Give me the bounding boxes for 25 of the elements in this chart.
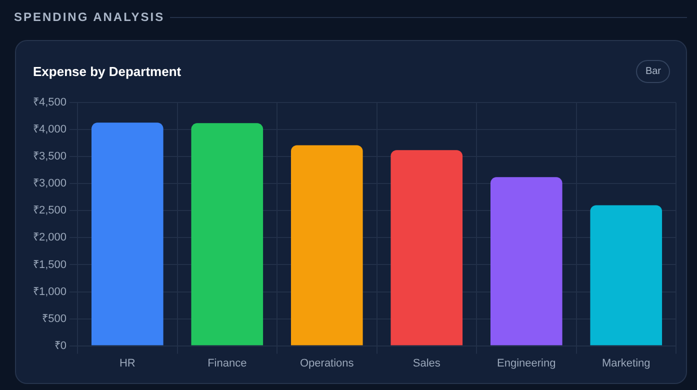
x-tick-label: Engineering xyxy=(497,357,556,370)
y-tick-label: ₹3,500 xyxy=(32,150,67,163)
y-tick-label: ₹3,000 xyxy=(32,178,67,190)
bar xyxy=(290,145,363,346)
y-tick-label: ₹1,000 xyxy=(32,286,67,298)
bar xyxy=(191,123,264,346)
y-tick-label: ₹2,500 xyxy=(32,204,67,217)
y-tick-label: ₹4,000 xyxy=(32,124,67,136)
y-tick-label: ₹1,500 xyxy=(32,258,67,271)
y-tick-label: ₹4,500 xyxy=(32,96,67,109)
bar xyxy=(91,122,164,346)
x-tick-label: HR xyxy=(119,357,136,370)
x-tick-label: Finance xyxy=(208,357,247,370)
chart-subtitle: SPENDING ANALYSIS xyxy=(14,10,165,24)
text: Bar xyxy=(636,60,670,83)
bar xyxy=(390,150,463,346)
x-tick-label: Operations xyxy=(300,357,354,370)
y-tick-label: ₹500 xyxy=(42,312,67,325)
chart-title: Expense by Department xyxy=(33,64,182,79)
y-tick-label: ₹2,000 xyxy=(32,232,67,244)
y-tick-label: ₹0 xyxy=(54,340,67,352)
x-tick-label: Sales xyxy=(412,357,441,370)
x-tick-label: Marketing xyxy=(602,357,650,370)
bar xyxy=(490,177,562,346)
bar xyxy=(590,205,662,346)
